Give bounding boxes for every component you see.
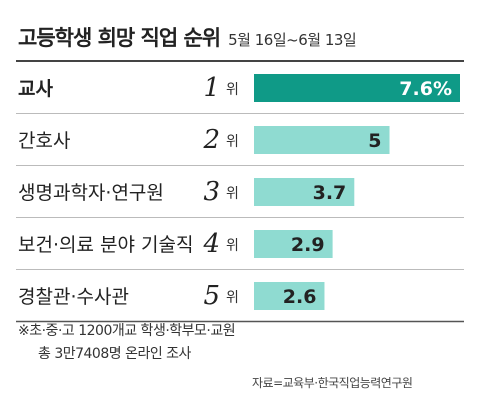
rank-unit: 위	[226, 238, 239, 254]
footnote-line-1: ※초·중·고 1200개교 학생·학부모·교원	[18, 323, 236, 339]
data-label: 2.6	[283, 286, 317, 308]
data-label: 2.9	[291, 234, 325, 256]
source-note: 자료=교육부·한국직업능력연구원	[252, 376, 413, 390]
chart-title: 고등학생 희망 직업 순위	[18, 26, 221, 50]
rank-unit: 위	[226, 186, 239, 202]
bar	[254, 282, 325, 310]
survey-period: 5월 16일~6월 13일	[228, 31, 357, 49]
bar	[254, 126, 390, 154]
data-label: 7.6%	[399, 78, 452, 100]
chart-header: 고등학생 희망 직업 순위 5월 16일~6월 13일	[18, 22, 357, 52]
bar	[254, 74, 460, 102]
data-label: 5	[368, 130, 381, 152]
bar	[254, 230, 333, 258]
rank-number: 2	[202, 125, 220, 155]
category-label: 보건·의료 분야 기술직	[18, 234, 193, 256]
bar	[254, 178, 355, 206]
footnote-line-2: 총 3만7408명 온라인 조사	[38, 346, 191, 362]
rank-unit: 위	[226, 134, 239, 150]
rank-unit: 위	[226, 290, 239, 306]
category-label: 간호사	[18, 130, 70, 152]
rank-number: 5	[203, 281, 220, 311]
category-label: 생명과학자·연구원	[18, 182, 164, 204]
rank-number: 3	[203, 177, 220, 207]
category-label: 교사	[18, 78, 53, 100]
rank-number: 1	[203, 73, 220, 103]
data-label: 3.7	[313, 182, 347, 204]
header-rule	[16, 60, 464, 62]
rank-unit: 위	[226, 82, 239, 98]
rank-number: 4	[202, 229, 220, 259]
category-label: 경찰관·수사관	[18, 286, 129, 308]
